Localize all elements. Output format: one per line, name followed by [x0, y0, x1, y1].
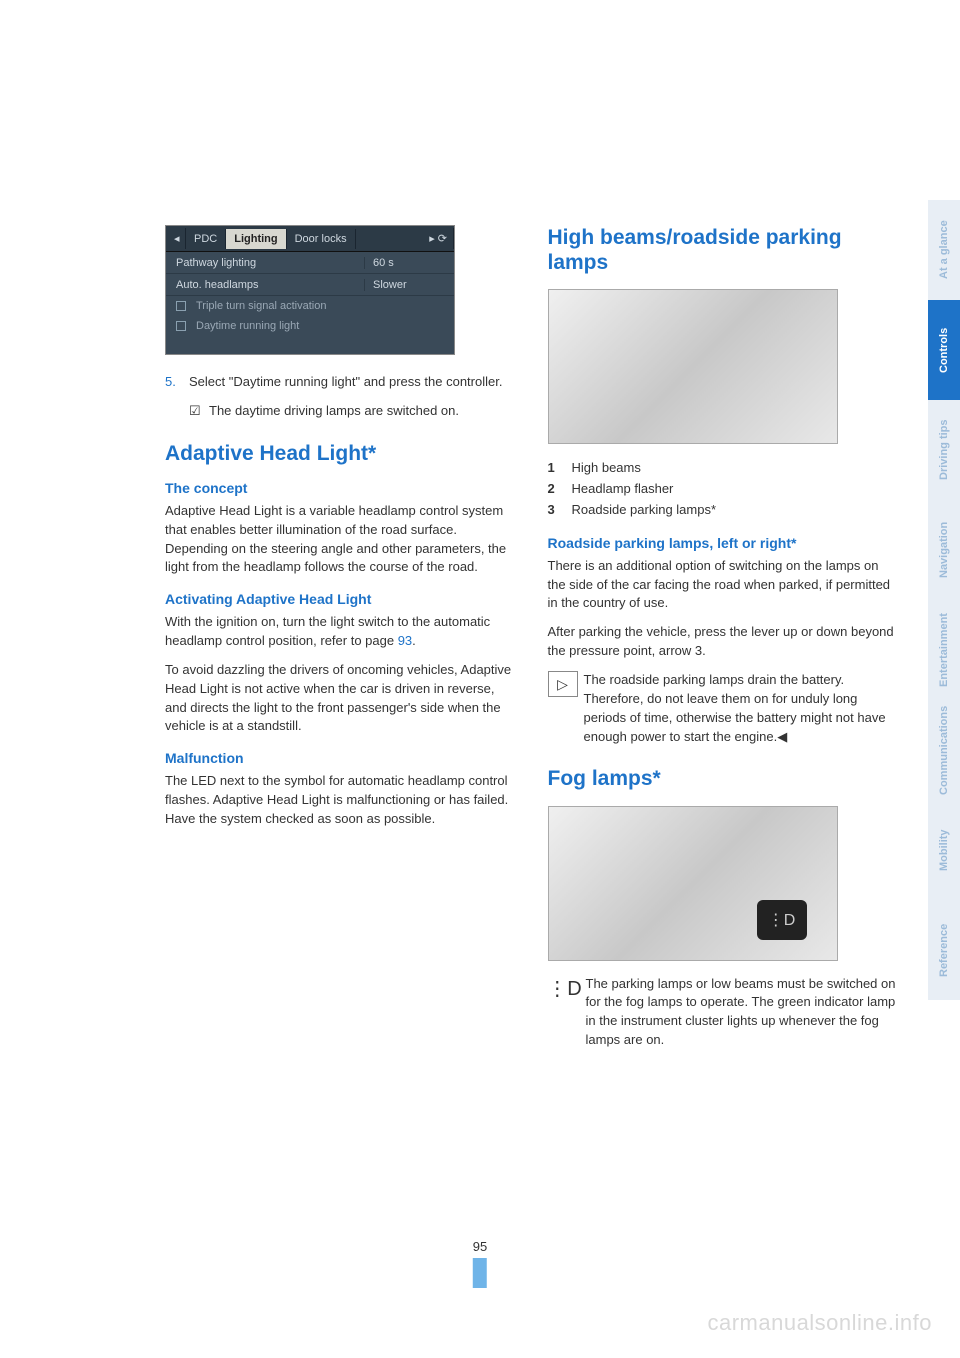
legend-row-2: 2 Headlamp flasher — [548, 479, 901, 500]
row-autoheadlamps-label: Auto. headlamps — [166, 279, 364, 291]
warning-text: The roadside parking lamps drain the bat… — [584, 671, 901, 746]
fog-note: ⋮D The parking lamps or low beams must b… — [548, 975, 901, 1050]
check-confirmation: ☑ The daytime driving lamps are switched… — [189, 402, 518, 421]
legend-row-1: 1 High beams — [548, 458, 901, 479]
legend-list: 1 High beams 2 Headlamp flasher 3 Roadsi… — [548, 458, 901, 520]
heading-fog-lamps: Fog lamps* — [548, 766, 901, 791]
section-tabs: At a glance Controls Driving tips Naviga… — [928, 200, 960, 1000]
tab-reference[interactable]: Reference — [928, 900, 960, 1000]
heading-high-beams: High beams/roadside parking lamps — [548, 225, 901, 275]
right-column: High beams/roadside parking lamps 1 High… — [548, 225, 901, 1060]
paragraph-roadside-2: After parking the vehicle, press the lev… — [548, 623, 901, 661]
heading-adaptive-head-light: Adaptive Head Light* — [165, 441, 518, 466]
subheading-malfunction: Malfunction — [165, 750, 518, 766]
step-5: 5. Select "Daytime running light" and pr… — [165, 373, 518, 392]
page-number: 95 — [473, 1239, 487, 1288]
tab-controls[interactable]: Controls — [928, 300, 960, 400]
watermark: carmanualsonline.info — [707, 1310, 932, 1336]
tab-driving-tips[interactable]: Driving tips — [928, 400, 960, 500]
paragraph-concept: Adaptive Head Light is a variable headla… — [165, 502, 518, 577]
check-text: The daytime driving lamps are switched o… — [209, 402, 459, 421]
row-triple-signal: Triple turn signal activation — [166, 296, 454, 316]
step-number: 5. — [165, 373, 189, 392]
check-icon: ☑ — [189, 402, 209, 421]
fog-text: The parking lamps or low beams must be s… — [586, 975, 901, 1050]
row-daytime-light: Daytime running light — [166, 316, 454, 336]
subheading-concept: The concept — [165, 480, 518, 496]
tab-doorlocks: Door locks — [287, 229, 356, 249]
legend-row-3: 3 Roadside parking lamps* — [548, 500, 901, 521]
left-column: ◂ PDC Lighting Door locks ▸ ⟳ Pathway li… — [165, 225, 518, 1060]
two-column-layout: ◂ PDC Lighting Door locks ▸ ⟳ Pathway li… — [165, 225, 900, 1060]
idrive-screenshot: ◂ PDC Lighting Door locks ▸ ⟳ Pathway li… — [165, 225, 455, 355]
page-number-bar — [473, 1258, 487, 1288]
tab-lighting: Lighting — [226, 229, 286, 249]
tab-communications[interactable]: Communications — [928, 700, 960, 800]
tab-mobility[interactable]: Mobility — [928, 800, 960, 900]
row-pathway-label: Pathway lighting — [166, 257, 364, 269]
subheading-roadside: Roadside parking lamps, left or right* — [548, 535, 901, 551]
paragraph-activating-2: To avoid dazzling the drivers of oncomin… — [165, 661, 518, 736]
fog-lamps-diagram: ⋮D — [548, 806, 838, 961]
tab-pdc: PDC — [186, 229, 226, 249]
warning-note: ▷ The roadside parking lamps drain the b… — [548, 671, 901, 746]
step-text: Select "Daytime running light" and press… — [189, 373, 502, 392]
subheading-activating: Activating Adaptive Head Light — [165, 591, 518, 607]
tab-at-a-glance[interactable]: At a glance — [928, 200, 960, 300]
paragraph-malfunction: The LED next to the symbol for automatic… — [165, 772, 518, 829]
fog-lamp-icon: ⋮D — [548, 975, 582, 1005]
paragraph-activating-1: With the ignition on, turn the light swi… — [165, 613, 518, 651]
manual-page: ◂ PDC Lighting Door locks ▸ ⟳ Pathway li… — [0, 0, 960, 1358]
row-pathway-value: 60 s — [364, 257, 454, 269]
paragraph-roadside-1: There is an additional option of switchi… — [548, 557, 901, 614]
tab-entertainment[interactable]: Entertainment — [928, 600, 960, 700]
warning-icon: ▷ — [548, 671, 578, 697]
row-autoheadlamps-value: Slower — [364, 279, 454, 291]
tab-navigation[interactable]: Navigation — [928, 500, 960, 600]
page-link-93[interactable]: 93 — [398, 633, 412, 648]
high-beams-diagram — [548, 289, 838, 444]
